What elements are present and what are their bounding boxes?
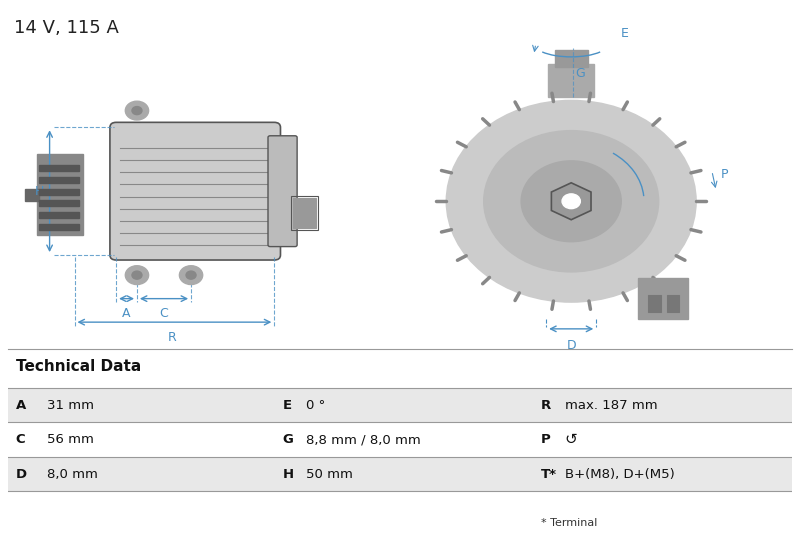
Circle shape [186, 271, 196, 279]
Circle shape [446, 101, 696, 302]
Text: A: A [16, 399, 26, 411]
Text: H: H [34, 185, 44, 198]
Text: D: D [566, 339, 576, 352]
Text: C: C [16, 433, 26, 446]
Text: G: G [575, 67, 585, 80]
Bar [293, 198, 316, 228]
Bar [39, 177, 78, 183]
Polygon shape [551, 183, 591, 220]
Bar [548, 63, 594, 97]
Text: E: E [282, 399, 291, 411]
FancyBboxPatch shape [268, 136, 297, 247]
Bar [39, 200, 78, 206]
Text: 8,0 mm: 8,0 mm [47, 467, 98, 481]
Circle shape [126, 101, 149, 120]
Circle shape [132, 271, 142, 279]
Bar [667, 295, 679, 312]
Bar [291, 196, 318, 230]
Text: 0 °: 0 ° [306, 399, 325, 411]
FancyBboxPatch shape [8, 423, 792, 457]
Text: A: A [122, 307, 131, 320]
FancyBboxPatch shape [8, 388, 792, 423]
Bar [39, 212, 78, 218]
Text: * Terminal: * Terminal [541, 518, 598, 528]
Text: 14 V, 115 A: 14 V, 115 A [14, 19, 119, 37]
Circle shape [484, 131, 658, 272]
Circle shape [132, 107, 142, 115]
Circle shape [522, 161, 621, 241]
Text: R: R [168, 330, 177, 344]
Bar [25, 189, 39, 200]
Bar [638, 278, 688, 319]
Circle shape [562, 194, 580, 208]
Text: 50 mm: 50 mm [306, 467, 353, 481]
Bar [37, 154, 83, 235]
Text: ↺: ↺ [565, 432, 578, 447]
Circle shape [126, 266, 149, 285]
Text: P: P [541, 433, 551, 446]
FancyBboxPatch shape [110, 123, 281, 260]
Text: D: D [16, 467, 27, 481]
FancyBboxPatch shape [8, 457, 792, 491]
Bar [648, 295, 661, 312]
Text: H: H [282, 467, 294, 481]
Text: C: C [160, 307, 168, 320]
Bar [554, 50, 588, 67]
Text: max. 187 mm: max. 187 mm [565, 399, 658, 411]
Text: T*: T* [541, 467, 557, 481]
Text: 56 mm: 56 mm [47, 433, 94, 446]
Bar [39, 189, 78, 195]
Text: 8,8 mm / 8,0 mm: 8,8 mm / 8,0 mm [306, 433, 421, 446]
Text: 31 mm: 31 mm [47, 399, 94, 411]
Text: G: G [282, 433, 294, 446]
Text: P: P [721, 168, 729, 181]
Text: R: R [541, 399, 551, 411]
Circle shape [179, 266, 202, 285]
Bar [39, 224, 78, 230]
Text: B+(M8), D+(M5): B+(M8), D+(M5) [565, 467, 674, 481]
Text: E: E [621, 27, 629, 40]
Text: Technical Data: Technical Data [16, 359, 141, 374]
Bar [39, 165, 78, 171]
